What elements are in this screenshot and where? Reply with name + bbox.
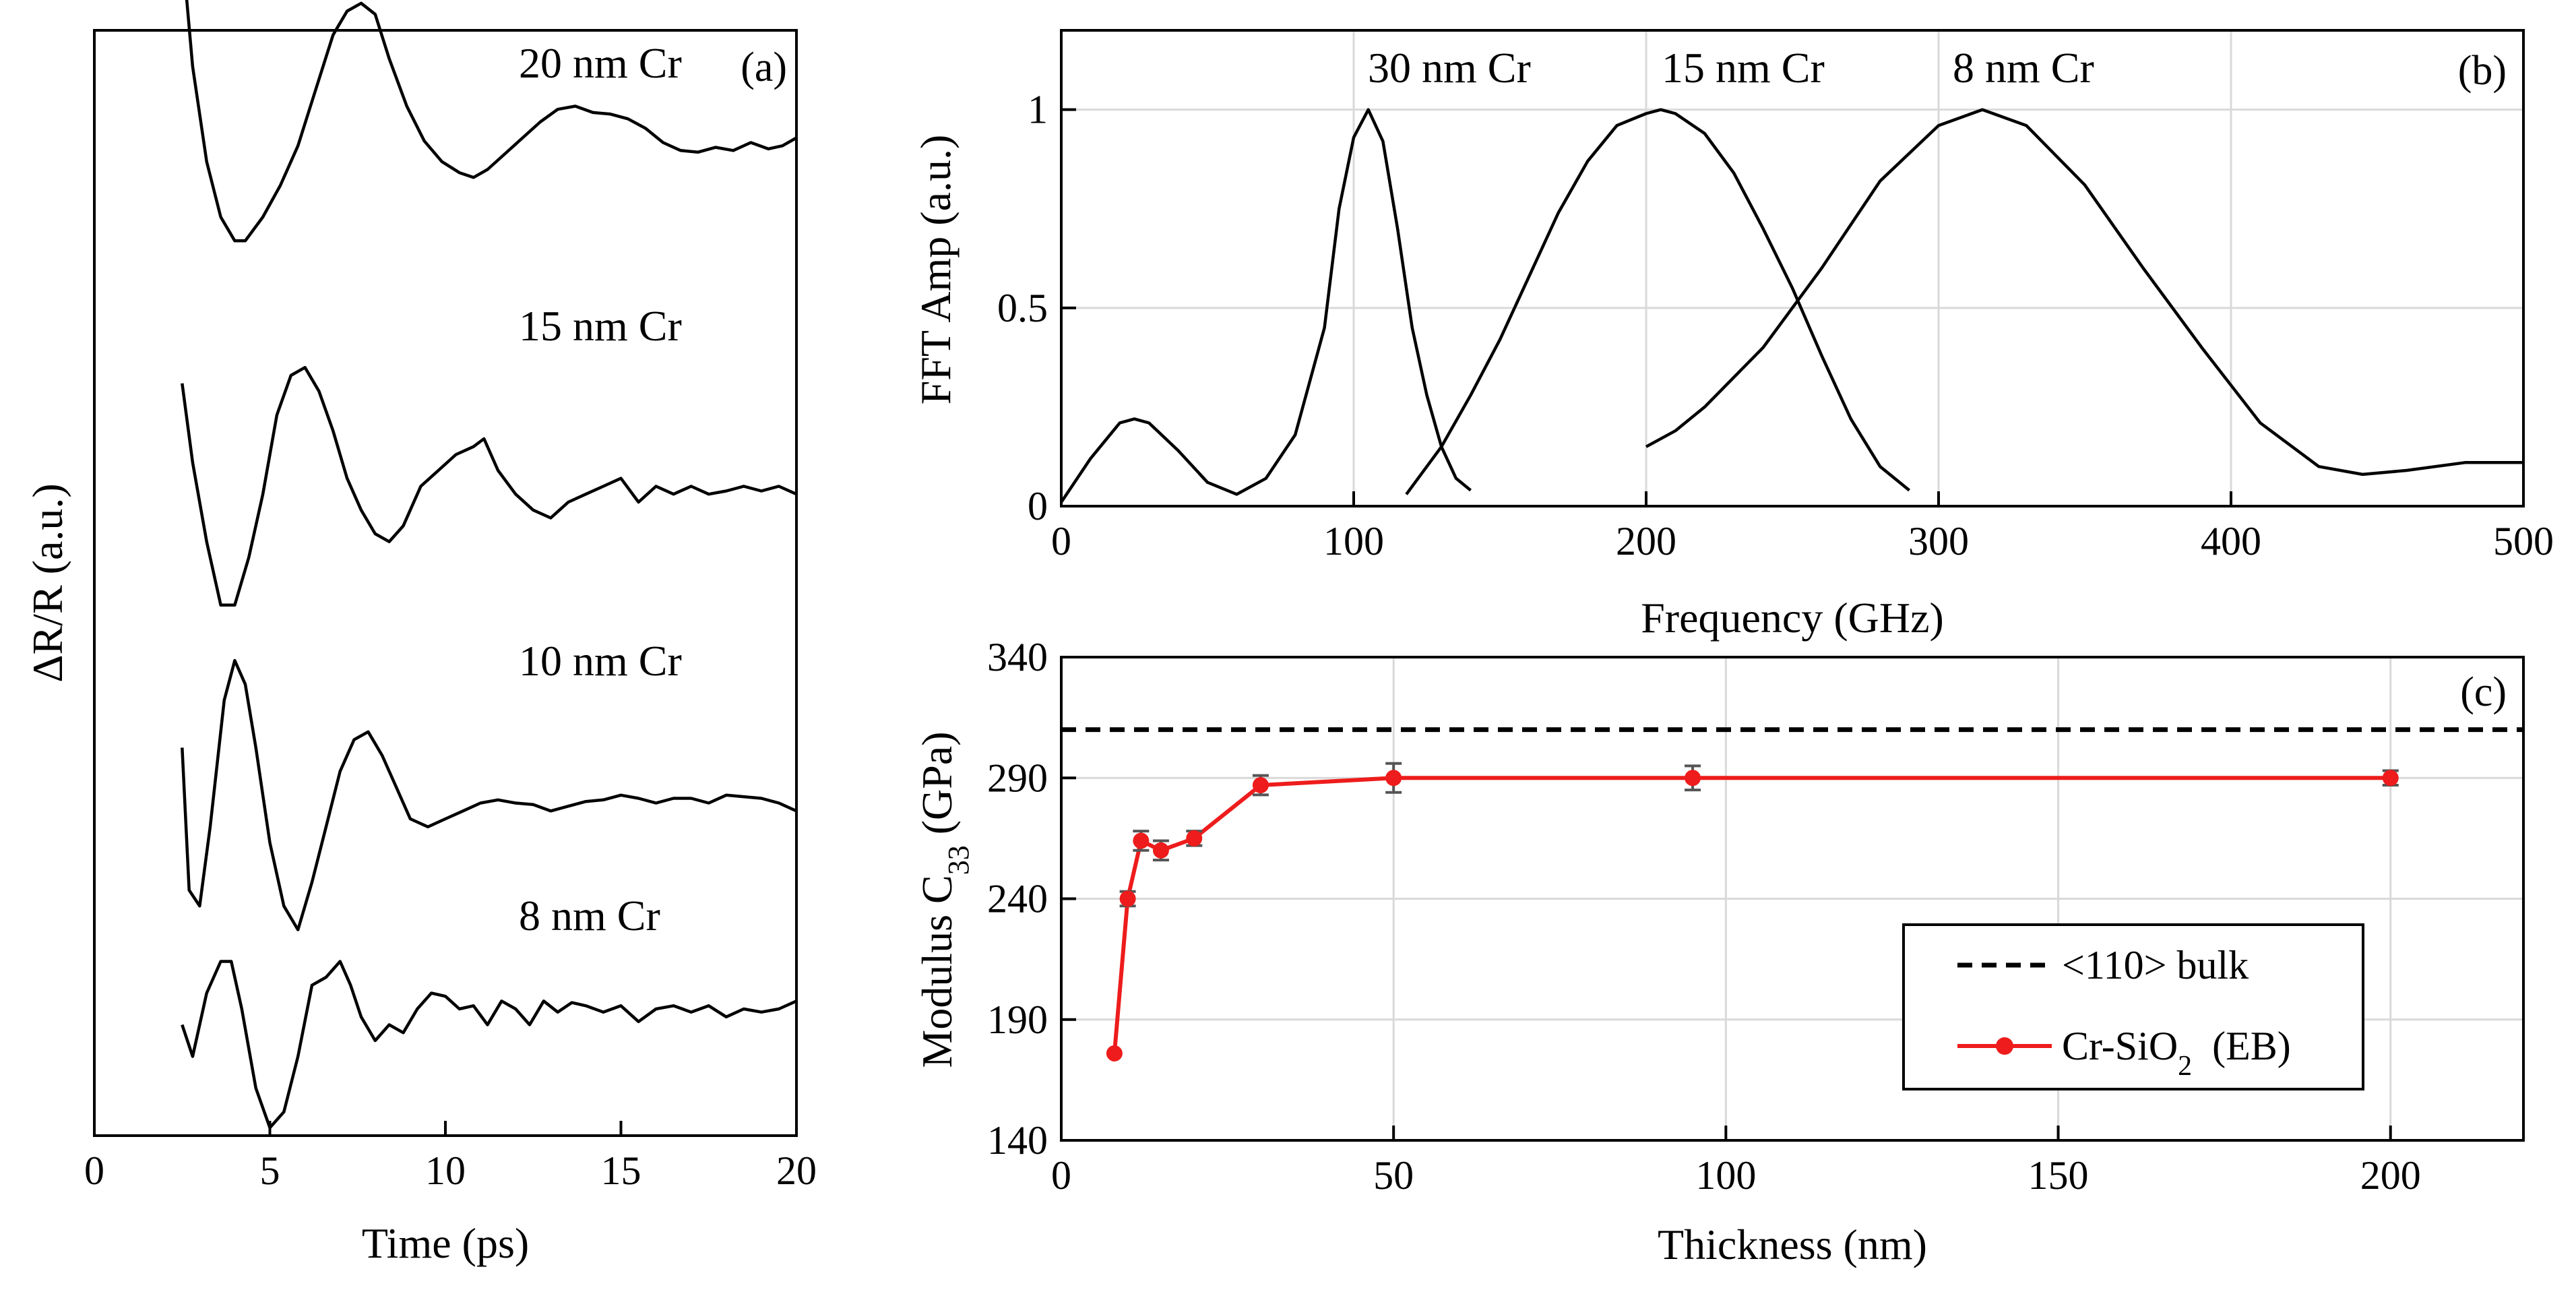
- b-ytick-label: 0.5: [997, 286, 1048, 330]
- panel-b-grid: [1060, 30, 2525, 507]
- legend-crsio2-tail: (EB): [2192, 1024, 2291, 1068]
- panel-c-xlabel: Thickness (nm): [1658, 1221, 1927, 1268]
- b-series-8-nm-cr: [1645, 108, 2523, 476]
- c-ytick-label: 140: [987, 1118, 1048, 1163]
- a-label-8-nm-cr: 8 nm Cr: [519, 892, 660, 940]
- panel-c-ylabel: Modulus C33 (GPa): [913, 731, 975, 1068]
- panel-b-ylabel: FFT Amp (a.u.): [912, 135, 960, 405]
- panel-c-ylabel-main: Modulus C: [913, 875, 961, 1068]
- panel-b-label: (b): [2458, 48, 2507, 94]
- panel-a-label: (a): [741, 44, 787, 90]
- a-label-10-nm-cr: 10 nm Cr: [519, 637, 682, 685]
- c-xtick-label: 0: [1051, 1153, 1071, 1198]
- panel-a-frame: [93, 29, 798, 1137]
- b-label-8-nm-cr: 8 nm Cr: [1953, 44, 2094, 92]
- c-xtick-label: 200: [2360, 1153, 2421, 1198]
- panel-b-ticks: 0 100 200 300 400 500 0 0.5 1: [997, 88, 2554, 563]
- panel-a-xticks: 0 5 10 15 20: [84, 1121, 817, 1193]
- c-point: [1685, 770, 1701, 787]
- panel-c-label: (c): [2460, 669, 2507, 715]
- a-label-15-nm-cr: 15 nm Cr: [519, 302, 682, 350]
- panel-b-curves: [1060, 108, 2523, 503]
- panel-c-ticks: 0 50 100 150 200 140 190 240 290 340: [987, 635, 2421, 1198]
- b-series-15-nm-cr: [1405, 108, 1911, 495]
- c-point: [1186, 830, 1203, 847]
- c-xtick-label: 150: [2028, 1153, 2089, 1198]
- a-series-8-nm-cr: [181, 960, 797, 1130]
- legend-box: [1902, 923, 2364, 1090]
- legend-bulk-label: <110> bulk: [2062, 943, 2249, 987]
- c-ytick-label: 290: [987, 756, 1048, 800]
- c-xtick-label: 50: [1373, 1153, 1414, 1198]
- c-ytick-label: 340: [987, 635, 1048, 679]
- b-label-15-nm-cr: 15 nm Cr: [1662, 44, 1825, 92]
- c-xtick-label: 100: [1695, 1153, 1756, 1198]
- panel-c: 0 50 100 150 200 140 190 240 290 340 (c) Thicknes…: [913, 635, 2525, 1268]
- a-label-20-nm-cr: 20 nm Cr: [519, 39, 682, 87]
- c-point: [1133, 832, 1150, 849]
- a-series-15-nm-cr: [181, 365, 797, 607]
- c-point: [1252, 777, 1269, 794]
- panel-c-ylabel-unit: (GPa): [913, 731, 961, 845]
- b-series-30-nm-cr: [1060, 108, 1472, 503]
- c-point: [1106, 1045, 1123, 1062]
- legend-crsio2-sub: 2: [2178, 1051, 2192, 1082]
- b-xtick-label: 500: [2493, 519, 2554, 563]
- c-point: [1152, 842, 1169, 859]
- a-xtick-label: 20: [776, 1148, 817, 1193]
- a-series-10-nm-cr: [181, 658, 797, 931]
- panel-c-series: [1061, 727, 2523, 1062]
- a-xtick-label: 0: [84, 1148, 104, 1193]
- panel-a-ylabel: ΔR/R (a.u.): [24, 483, 71, 682]
- panel-b-xlabel: Frequency (GHz): [1641, 594, 1944, 642]
- c-point: [1385, 770, 1402, 787]
- a-series-20-nm-cr: [185, 0, 798, 243]
- b-xtick-label: 200: [1616, 519, 1676, 563]
- panel-b-curve-labels: 30 nm Cr 15 nm Cr 8 nm Cr: [1368, 44, 2094, 92]
- a-xtick-label: 5: [260, 1148, 280, 1193]
- a-xtick-label: 15: [601, 1148, 641, 1193]
- panel-a-curves: 20 nm Cr 15 nm Cr 10 nm Cr 8 nm Cr: [181, 0, 798, 1130]
- legend-crsio2-label: Cr-SiO2 (EB): [2062, 1024, 2291, 1082]
- b-xtick-label: 100: [1323, 519, 1384, 563]
- b-xtick-label: 300: [1908, 519, 1969, 563]
- b-label-30-nm-cr: 30 nm Cr: [1368, 44, 1531, 92]
- a-xtick-label: 10: [425, 1148, 466, 1193]
- c-ytick-label: 190: [987, 997, 1048, 1042]
- b-xtick-label: 0: [1051, 519, 1071, 563]
- panel-c-legend: <110> bulk Cr-SiO2 (EB): [1902, 923, 2364, 1090]
- panel-b: 0 100 200 300 400 500 0 0.5 1 30 nm Cr 15 nm Cr 8 …: [912, 29, 2554, 642]
- c-point: [1119, 890, 1136, 907]
- b-xtick-label: 400: [2201, 519, 2261, 563]
- panel-a-xlabel: Time (ps): [362, 1219, 529, 1267]
- panel-c-ylabel-sub: 33: [942, 845, 975, 875]
- legend-crsio2-main: Cr-SiO: [2062, 1024, 2178, 1068]
- legend-crsio2-marker: [1996, 1037, 2013, 1055]
- c-ytick-label: 240: [987, 877, 1048, 921]
- b-ytick-label: 0: [1028, 484, 1048, 528]
- b-ytick-label: 1: [1028, 88, 1048, 132]
- panel-a: 0 5 10 15 20 20 nm Cr 15 nm Cr 10 nm Cr 8 nm Cr…: [24, 0, 817, 1267]
- panel-b-frame: [1060, 29, 2525, 507]
- c-point: [2382, 770, 2399, 787]
